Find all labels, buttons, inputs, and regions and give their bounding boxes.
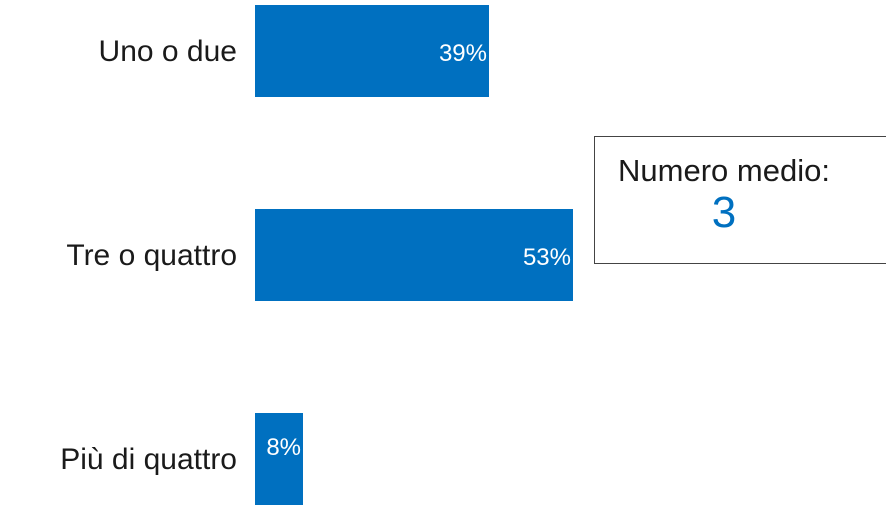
category-label-2: Più di quattro bbox=[60, 443, 237, 476]
average-callout: Numero medio: 3 bbox=[594, 136, 886, 264]
category-label-1: Tre o quattro bbox=[66, 239, 237, 272]
category-label-0: Uno o due bbox=[99, 35, 237, 68]
value-label-1: 53% bbox=[523, 244, 571, 271]
bar-1 bbox=[255, 209, 573, 301]
value-label-2: 8% bbox=[266, 434, 301, 461]
average-value: 3 bbox=[711, 188, 737, 237]
bar-0 bbox=[255, 5, 489, 97]
value-label-0: 39% bbox=[439, 40, 487, 67]
average-label: Numero medio: bbox=[618, 153, 830, 188]
bar-2 bbox=[255, 413, 303, 505]
